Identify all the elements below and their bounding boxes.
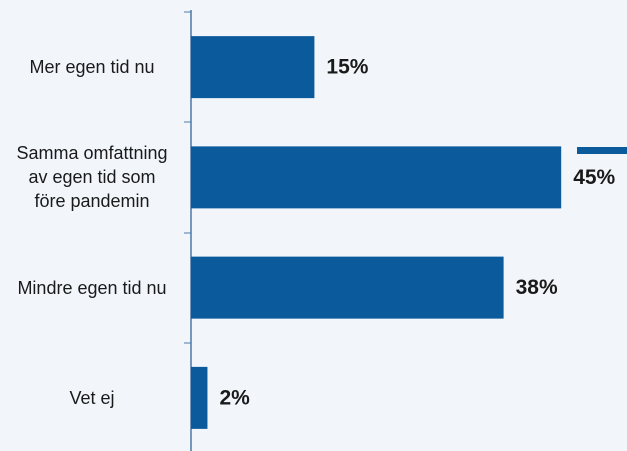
data-label: 45%	[573, 166, 615, 189]
category-label: Mer egen tid nu	[29, 57, 155, 78]
data-label: 15%	[326, 56, 368, 79]
data-label: 2%	[219, 386, 250, 409]
bar	[191, 366, 208, 429]
category-label: Mindre egen tid nu	[17, 277, 167, 298]
decoration	[577, 147, 627, 154]
data-label: 38%	[516, 276, 558, 299]
bar	[191, 256, 504, 319]
category-label: Vet ej	[69, 387, 115, 408]
bar	[191, 146, 562, 209]
bar	[191, 36, 315, 99]
category-label: Samma omfattning av egen tid som före pa…	[16, 143, 168, 212]
